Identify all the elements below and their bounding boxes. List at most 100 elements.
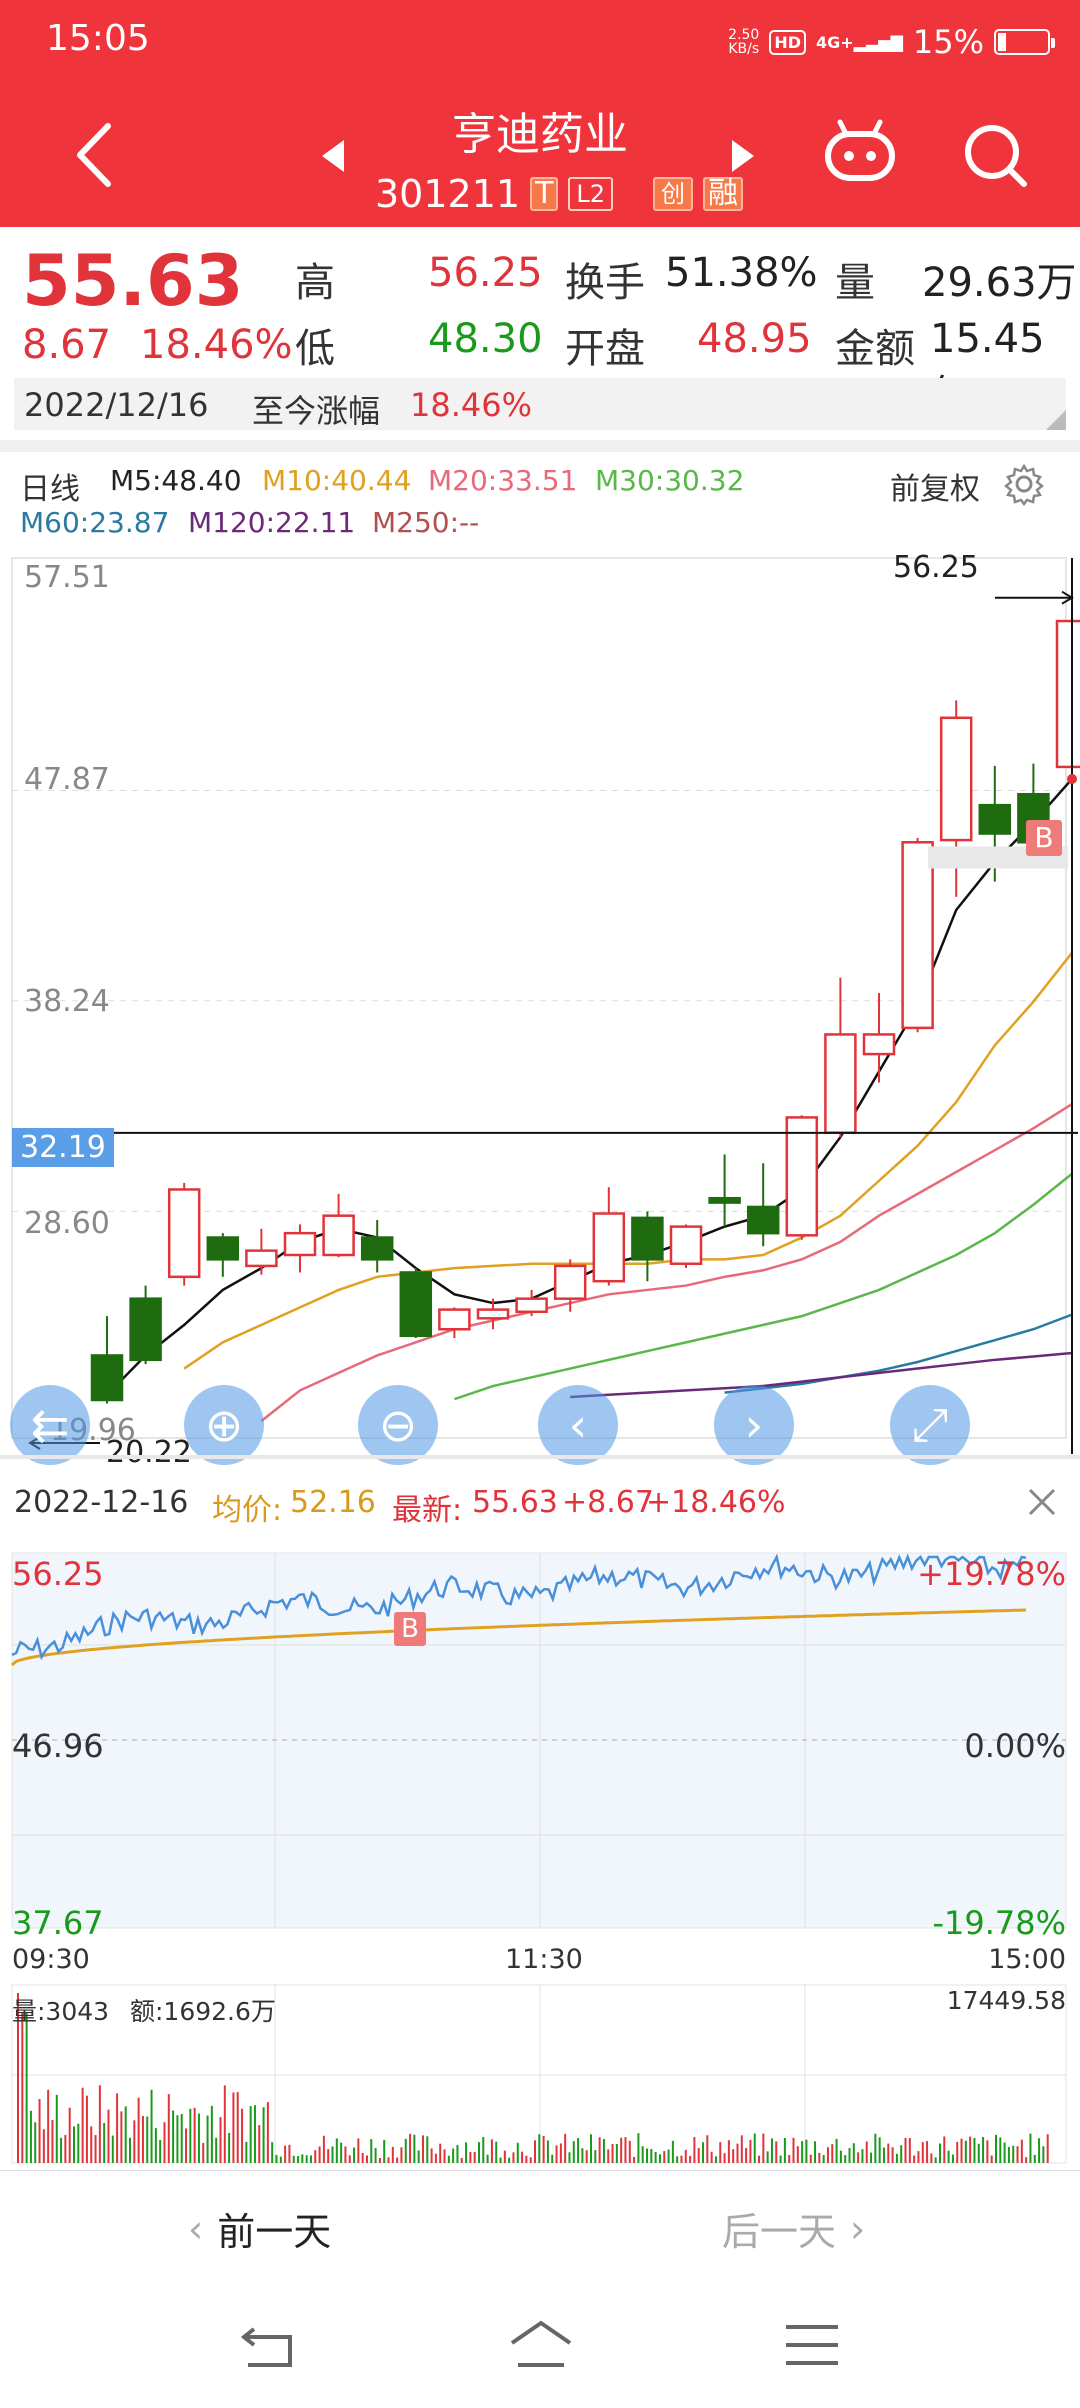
system-menu-icon[interactable]: [784, 2321, 840, 2369]
back-icon[interactable]: [70, 120, 120, 190]
price-line: [11, 1553, 1027, 1661]
ma-line-m20: [260, 1103, 1073, 1422]
candle-body: [360, 1236, 394, 1261]
next-day-button[interactable]: 后一天 ›: [722, 2206, 866, 2255]
last-change: +8.67: [562, 1485, 654, 1520]
scroll-left-button[interactable]: ‹: [538, 1385, 618, 1465]
day-nav: ‹ 前一天 后一天 ›: [0, 2170, 1080, 2282]
chevron-right-icon: ›: [850, 2206, 866, 2251]
avg-label: 均价:: [212, 1493, 283, 1528]
tag-chuangye: 创: [653, 177, 694, 211]
candle-body: [939, 716, 973, 842]
turnover-value: 51.38%: [665, 250, 818, 296]
ma250-label: M250:--: [372, 506, 480, 539]
divider: [0, 440, 1080, 452]
candle-body: [978, 803, 1012, 835]
intraday-chart[interactable]: [0, 1545, 1080, 2170]
adjust-label[interactable]: 前复权: [890, 472, 980, 507]
candle-body: [708, 1196, 741, 1204]
date-info-bar: 2022/12/16 至今涨幅 18.46%: [14, 378, 1066, 430]
candle-body: [206, 1236, 240, 1261]
intraday-y-bot: 37.67: [12, 1904, 104, 1942]
candle-body: [438, 1308, 471, 1331]
time-mid: 11:30: [505, 1944, 583, 1975]
period-label[interactable]: 日线: [20, 472, 80, 507]
intraday-bg: [11, 1552, 1067, 1929]
search-icon[interactable]: [962, 122, 1032, 192]
settings-gear-icon[interactable]: [1002, 462, 1046, 506]
crosshair-point: [1067, 773, 1077, 784]
amount-label: 金额: [835, 326, 915, 372]
status-time: 15:05: [46, 18, 150, 59]
ma-line-m120: [570, 1351, 1073, 1399]
ma10-label: M10:40.44: [262, 464, 412, 497]
expand-corner-icon[interactable]: [1046, 410, 1066, 430]
buy-marker: B: [1026, 820, 1062, 856]
time-start: 09:30: [12, 1944, 90, 1975]
last-pct: +18.46%: [646, 1485, 786, 1520]
candle-body: [399, 1271, 433, 1338]
candle-body: [669, 1225, 703, 1265]
volume-label: 量: [835, 260, 875, 306]
quote-date: 2022/12/16: [24, 386, 209, 424]
y-tick-label: 57.51: [24, 560, 110, 595]
high-label: 高: [295, 260, 335, 306]
system-home-icon[interactable]: [506, 2317, 576, 2371]
candle-body: [746, 1205, 780, 1235]
candle-body: [1055, 619, 1080, 769]
high-marker-label: 56.25: [893, 550, 979, 585]
intraday-pct-bot: -19.78%: [932, 1904, 1066, 1942]
candle-body: [283, 1231, 317, 1257]
intraday-y-mid: 46.96: [12, 1727, 104, 1765]
next-stock-icon[interactable]: [728, 138, 758, 174]
tag-l2: L2: [568, 177, 614, 211]
candle-body: [167, 1188, 201, 1279]
close-icon[interactable]: [1024, 1484, 1060, 1520]
kline-chart[interactable]: [0, 540, 1080, 1455]
ma60-label: M60:23.87: [20, 506, 170, 539]
stock-code: 301211: [375, 172, 521, 216]
scroll-right-button[interactable]: ›: [714, 1385, 794, 1465]
chevron-left-icon: ‹: [188, 2206, 204, 2251]
battery-percent: 15%: [912, 23, 984, 61]
tag-t: T: [530, 177, 559, 211]
robot-assistant-icon[interactable]: [820, 118, 900, 188]
last-label: 最新:: [392, 1493, 463, 1528]
scroll-left-fast-button[interactable]: ⇇: [10, 1385, 90, 1465]
candle-body: [553, 1264, 587, 1300]
prev-stock-icon[interactable]: [318, 138, 348, 174]
high-value: 56.25: [428, 250, 543, 296]
ma-line-m60: [724, 1313, 1073, 1394]
ma120-label: M120:22.11: [188, 506, 356, 539]
price-change: 8.67: [22, 322, 112, 368]
fullscreen-button[interactable]: ⤢: [890, 1385, 970, 1465]
candle-body: [824, 1033, 857, 1134]
prev-day-button[interactable]: ‹ 前一天: [188, 2206, 332, 2255]
intraday-volume: 量:3043: [12, 1997, 110, 2026]
avg-price-line: [11, 1608, 1027, 1667]
candle-body: [245, 1249, 278, 1268]
low-marker-label: 20.22: [106, 1435, 192, 1470]
hd-icon: HD: [769, 29, 806, 55]
status-bar-right: 2.50 KB/s HD 4G+▂▃▅▇ 15%: [728, 22, 1055, 62]
open-value: 48.95: [697, 316, 812, 362]
candle-body: [631, 1216, 664, 1261]
y-tick-label: 47.87: [24, 762, 110, 797]
avg-value: 52.16: [290, 1485, 376, 1520]
intraday-y-top: 56.25: [12, 1555, 104, 1593]
system-back-icon[interactable]: [240, 2321, 300, 2371]
candle-body: [862, 1033, 896, 1056]
zoom-out-button[interactable]: ⊖: [358, 1385, 438, 1465]
intraday-buy-marker: B: [394, 1612, 426, 1646]
tag-rong: 融: [703, 177, 744, 211]
chart-frame: [11, 557, 1067, 1439]
ma30-label: M30:30.32: [595, 464, 745, 497]
battery-icon: [994, 29, 1055, 55]
volume-value: 29.63万: [922, 260, 1077, 306]
stock-code-row: 301211 T L2 创 融: [375, 172, 744, 216]
ma5-label: M5:48.40: [110, 464, 242, 497]
candle-body: [90, 1354, 124, 1402]
zoom-in-button[interactable]: ⊕: [184, 1385, 264, 1465]
intraday-amount: 额:1692.6万: [130, 1997, 276, 2026]
stock-name: 亨迪药业: [452, 109, 628, 160]
